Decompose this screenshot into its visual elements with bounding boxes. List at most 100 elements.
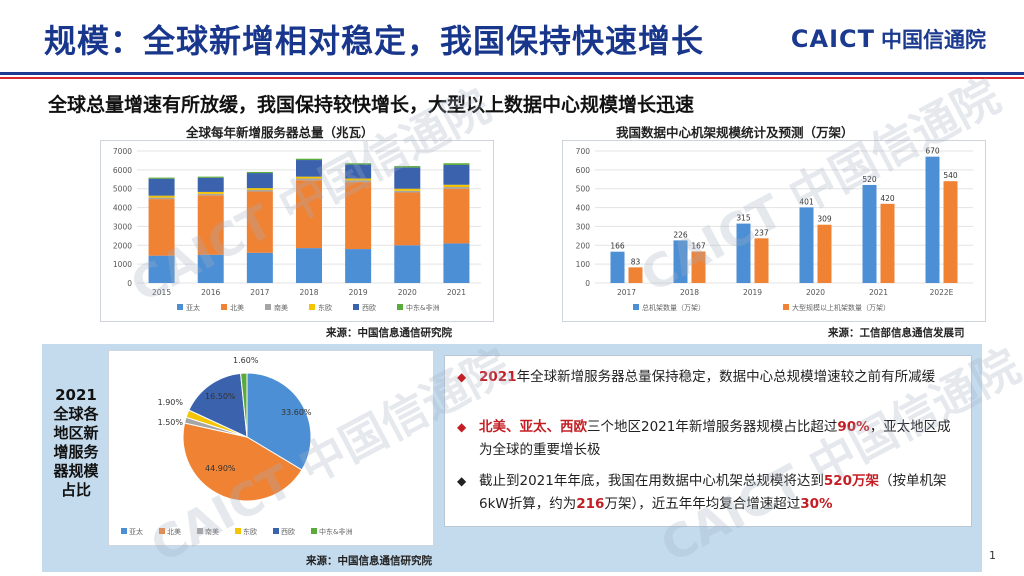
pie-slice [182, 422, 303, 502]
bar [943, 181, 958, 283]
legend-label: 亚太 [129, 527, 143, 536]
y-tick-label: 2000 [113, 241, 132, 250]
pie-data-label: 1.60% [233, 356, 259, 365]
pie-slice [240, 372, 248, 438]
x-tick-label: 2016 [201, 288, 220, 297]
legend-swatch [353, 304, 359, 310]
y-tick-label: 6000 [113, 166, 132, 175]
bar-segment [296, 180, 322, 249]
logo-text-cn: 中国信通院 [881, 28, 986, 52]
bar-segment [246, 190, 273, 192]
legend-swatch [121, 528, 127, 534]
bar [925, 156, 940, 283]
y-tick-label: 0 [585, 279, 590, 288]
legend-swatch [177, 304, 183, 310]
bar-segment [197, 177, 224, 192]
y-tick-label: 500 [576, 185, 591, 194]
bar-segment [296, 158, 322, 161]
x-tick-label: 2018 [299, 288, 318, 297]
x-tick-label: 2020 [398, 288, 417, 297]
chart2-title: 我国数据中心机架规模统计及预测（万架） [616, 125, 854, 140]
diamond-bullet-icon: ◆ [457, 474, 467, 488]
legend-swatch [783, 304, 789, 310]
y-tick-label: 5000 [113, 185, 132, 194]
diamond-bullet-icon: ◆ [457, 420, 467, 434]
legend-label: 中东&非洲 [406, 303, 439, 312]
bar [799, 207, 814, 283]
bar-segment [296, 178, 322, 181]
section-subtitle: 全球总量增速有所放缓，我国保持较快增长，大型以上数据中心规模增长迅速 [48, 94, 695, 116]
bar-segment [246, 171, 273, 174]
finding-text: ，亚太地区成为全球的重要增长极 [479, 419, 951, 458]
bar [673, 240, 688, 283]
legend-swatch [309, 304, 315, 310]
finding-text: 截止到2021年年底，我国在用数据中心机架总规模将达到 [479, 473, 824, 489]
bar [880, 203, 895, 283]
bar-segment [443, 243, 470, 283]
bar-segment [443, 187, 470, 189]
finding-3: ◆ 截止到2021年年底，我国在用数据中心机架总规模将达到520万架（按单机架6k… [457, 470, 961, 516]
legend-label: 中东&非洲 [319, 527, 352, 536]
data-label: 309 [817, 215, 832, 224]
bar-segment [296, 248, 322, 283]
y-tick-label: 100 [576, 260, 591, 269]
bar [862, 184, 877, 283]
finding-text: 三个地区2021年新增服务器规模占比超过 [587, 419, 838, 435]
bar-segment [296, 176, 322, 179]
finding-text: 520万架 [823, 473, 880, 489]
bar-segment [394, 192, 421, 246]
pie-source: 来源：中国信息通信研究院 [306, 555, 432, 567]
bar-segment [246, 173, 273, 189]
data-label: 226 [673, 230, 688, 239]
finding-1: ◆ 2021年全球新增服务器总量保持稳定，数据中心总规模增速较之前有所减缓 [457, 366, 961, 389]
legend-label: 北美 [167, 527, 181, 536]
finding-text: 北美、亚太、西欧 [479, 419, 587, 435]
stacked-bar-chart: 0 1000 2000 3000 4000 5000 6000 7000 2015 2016 201… [113, 147, 481, 312]
y-tick-label: 7000 [113, 147, 132, 156]
legend-swatch [235, 528, 241, 534]
bar-segment [394, 190, 421, 193]
data-label: 520 [862, 175, 877, 184]
finding-text: 2021 [479, 369, 517, 385]
y-tick-label: 0 [127, 279, 132, 288]
pie-chart: 33.60% 44.90% 1.50% 1.90% 16.50% 1.60% 亚太 北美 南美 东… [121, 356, 352, 536]
bar-segment [246, 252, 273, 283]
bar-segment [394, 167, 421, 189]
page-title: 规模：全球新增相对稳定，我国保持快速增长 [44, 22, 705, 60]
x-tick-label: 2019 [743, 288, 762, 297]
legend-label: 大型规模以上机架数量（万架） [792, 303, 890, 312]
bar-segment [345, 180, 372, 183]
legend-label: 总机架数量（万架） [642, 303, 705, 312]
pie-data-label: 1.90% [158, 398, 184, 407]
legend-swatch [397, 304, 403, 310]
data-label: 237 [754, 228, 769, 237]
legend-label: 南美 [205, 527, 219, 536]
bar-segment [394, 245, 421, 283]
finding-text: 30% [800, 496, 833, 512]
finding-text: 万架），近五年年均复合增速超过 [604, 496, 801, 512]
bar [691, 251, 706, 283]
data-label: 540 [943, 171, 958, 180]
pie-slice [246, 372, 312, 471]
chart1-title: 全球每年新增服务器总量（兆瓦） [186, 125, 374, 140]
bar-segment [345, 163, 372, 165]
chart1-panel: 0 1000 2000 3000 4000 5000 6000 7000 2015 2016 201… [100, 140, 494, 322]
data-label: 315 [736, 214, 751, 223]
legend-swatch [273, 528, 279, 534]
caict-logo: CAICT 中国信通院 [791, 24, 986, 54]
bar-segment [246, 188, 273, 191]
x-tick-label: 2021 [447, 288, 466, 297]
bar [628, 267, 643, 283]
bar-segment [148, 195, 175, 198]
legend-swatch [633, 304, 639, 310]
data-label: 670 [925, 147, 940, 156]
y-tick-label: 400 [576, 204, 591, 213]
pie-side-title: 2021全球各地区新增服务器规模占比 [53, 386, 99, 499]
bar-segment [345, 182, 372, 250]
bar-segment [197, 195, 224, 255]
bar-segment [197, 176, 224, 178]
y-tick-label: 600 [576, 166, 591, 175]
bar-segment [296, 160, 322, 177]
bar-segment [443, 163, 470, 165]
